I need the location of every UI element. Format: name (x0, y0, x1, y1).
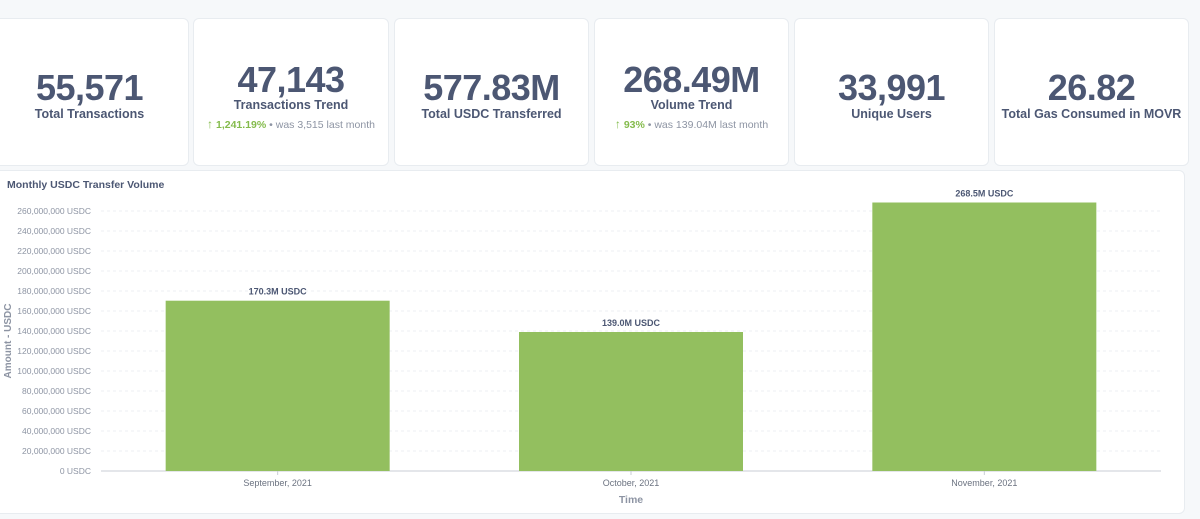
trend-percent: 93% (623, 119, 645, 131)
card-label: Unique Users (851, 107, 932, 121)
y-tick-label: 40,000,000 USDC (22, 426, 91, 436)
bar (872, 202, 1097, 471)
bar (165, 300, 390, 471)
y-tick-label: 0 USDC (60, 466, 91, 476)
trend-line: ↑ 1,241.19% • was 3,515 last month (194, 117, 388, 131)
card-unique-users[interactable]: 33,991 Unique Users (794, 18, 989, 166)
card-total-transactions[interactable]: 55,571 Total Transactions (0, 18, 189, 166)
card-value: 268.49M (623, 59, 760, 100)
stat-cards: 55,571 Total Transactions 47,143 Transac… (0, 18, 1200, 166)
y-tick-label: 180,000,000 USDC (17, 286, 91, 296)
bar-chart[interactable]: 0 USDC 20,000,000 USDC 40,000,000 USDC 60,0… (0, 171, 1186, 515)
x-tick-label: November, 2021 (951, 478, 1017, 488)
card-label: Volume Trend (650, 98, 733, 112)
card-value: 26.82 (1047, 67, 1136, 108)
card-value: 577.83M (423, 67, 560, 108)
card-volume-trend[interactable]: 268.49M Volume Trend ↑ 93% • was 139.04M … (594, 18, 789, 166)
card-value: 55,571 (35, 67, 144, 108)
card-label: Total USDC Transferred (421, 107, 562, 121)
y-tick-label: 260,000,000 USDC (17, 206, 91, 216)
dot-separator: • (269, 119, 276, 131)
y-tick-label: 100,000,000 USDC (17, 366, 91, 376)
chart-title: Monthly USDC Transfer Volume (7, 179, 165, 191)
card-total-gas[interactable]: 26.82 Total Gas Consumed in MOVR (994, 18, 1189, 166)
y-tick-label: 140,000,000 USDC (17, 326, 91, 336)
card-label: Total Gas Consumed in MOVR (1001, 107, 1182, 121)
x-axis-title: Time (619, 494, 643, 506)
chart-panel[interactable]: Monthly USDC Transfer Volume 0 USDC 20,00… (0, 170, 1185, 514)
card-value: 47,143 (237, 59, 345, 100)
data-label: 268.5M USDC (955, 189, 1014, 199)
y-tick-label: 200,000,000 USDC (17, 266, 91, 276)
dot-separator: • (647, 119, 655, 131)
trend-period: last month (719, 119, 769, 131)
y-tick-label: 240,000,000 USDC (17, 226, 91, 236)
y-tick-label: 160,000,000 USDC (17, 306, 91, 316)
card-value: 33,991 (837, 67, 946, 108)
bar (519, 332, 743, 471)
y-tick-label: 60,000,000 USDC (22, 406, 91, 416)
trend-previous: was 139.04M (654, 119, 717, 131)
card-transactions-trend[interactable]: 47,143 Transactions Trend ↑ 1,241.19% • w… (193, 18, 389, 166)
y-tick-label: 120,000,000 USDC (17, 346, 91, 356)
y-tick-label: 80,000,000 USDC (22, 386, 91, 396)
data-label: 170.3M USDC (249, 287, 308, 297)
trend-previous: was 3,515 (275, 119, 324, 131)
y-tick-label: 20,000,000 USDC (22, 446, 91, 456)
trend-line: ↑ 93% • was 139.04M last month (595, 117, 788, 131)
arrow-up-icon: ↑ (614, 117, 621, 131)
y-axis-title: Amount - USDC (3, 304, 14, 379)
trend-percent: 1,241.19% (216, 119, 267, 131)
arrow-up-icon: ↑ (207, 117, 213, 131)
data-label: 139.0M USDC (602, 318, 661, 328)
trend-period: last month (326, 119, 375, 131)
x-tick-label: September, 2021 (243, 478, 312, 488)
x-tick-label: October, 2021 (603, 478, 660, 488)
card-label: Transactions Trend (233, 98, 349, 112)
y-tick-label: 220,000,000 USDC (17, 246, 91, 256)
card-label: Total Transactions (34, 107, 145, 121)
card-total-usdc[interactable]: 577.83M Total USDC Transferred (394, 18, 589, 166)
